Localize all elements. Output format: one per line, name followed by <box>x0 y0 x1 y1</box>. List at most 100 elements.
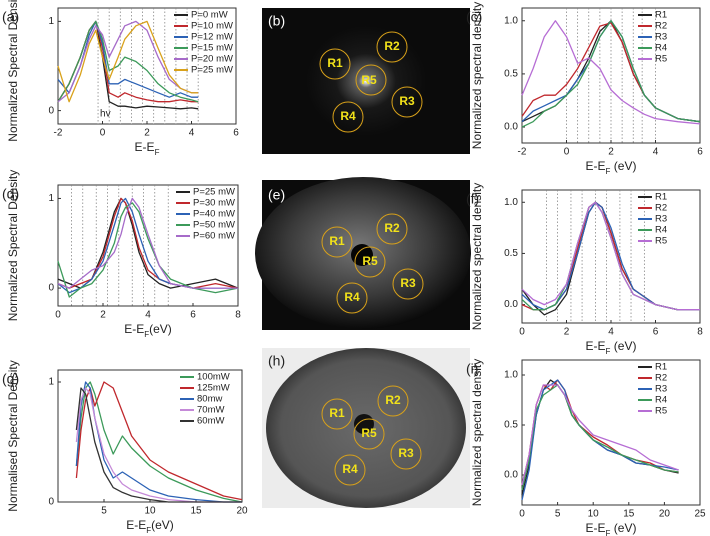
legend-label: 125mW <box>197 383 230 394</box>
x-axis-label-part: (eV) <box>610 159 636 173</box>
panel-label: (c) <box>466 9 482 25</box>
y-tick-label: 1 <box>48 193 54 204</box>
x-tick-label: 0 <box>100 128 106 139</box>
x-axis-label-part: F <box>144 330 149 339</box>
series-line <box>521 201 700 311</box>
series-line <box>521 20 701 128</box>
legend-label: P=12 mW <box>191 32 233 43</box>
x-axis-label: E-EF <box>135 140 160 156</box>
legend-label: P=30 mW <box>193 198 235 209</box>
x-axis-label-part: (eV) <box>149 322 172 336</box>
y-tick-label: 1.0 <box>504 197 518 208</box>
x-tick-label: 0 <box>519 509 525 520</box>
y-tick-label: 0.0 <box>504 122 518 133</box>
x-tick-label: 15 <box>190 506 202 517</box>
x-axis-label-part: (eV) <box>151 518 174 532</box>
x-tick-label: 4 <box>653 147 659 158</box>
x-tick-label: 6 <box>190 310 196 321</box>
x-tick-label: 20 <box>236 506 248 517</box>
series-line <box>521 201 700 316</box>
y-tick-label: 1 <box>48 16 54 27</box>
region-label: R5 <box>362 254 378 268</box>
x-tick-label: 25 <box>694 509 706 520</box>
series-line <box>75 387 242 503</box>
legend-label: R4 <box>655 395 667 406</box>
legend-label: R5 <box>655 236 667 247</box>
legend-label: P=50 mW <box>193 220 235 231</box>
legend-label: P=0 mW <box>191 10 228 21</box>
region-label: R3 <box>398 446 414 460</box>
y-axis-label: Normalized spectral density <box>470 359 484 506</box>
legend-label: R5 <box>655 54 667 65</box>
x-tick-label: 20 <box>659 509 671 520</box>
y-tick-label: 0 <box>48 105 54 116</box>
x-axis-label-part: F <box>146 526 151 535</box>
x-tick-label: 6 <box>697 147 703 158</box>
series-line <box>57 202 239 298</box>
legend-label: R1 <box>655 10 667 21</box>
y-tick-label: 1 <box>48 377 54 388</box>
y-tick-label: 0.5 <box>504 248 518 259</box>
series-line <box>57 20 199 103</box>
x-axis-label: E-EF (eV) <box>586 521 637 536</box>
x-axis-label-part: F <box>606 529 611 536</box>
region-label: R5 <box>361 426 377 440</box>
y-tick-label: 0.0 <box>504 299 518 310</box>
x-axis-label: E-EF (eV) <box>586 339 637 355</box>
legend-label: R4 <box>655 43 667 54</box>
legend-label: R3 <box>655 384 667 395</box>
region-label: R4 <box>342 462 358 476</box>
region-label: R2 <box>385 393 401 407</box>
y-axis-label: Normalized spectral density <box>470 2 484 149</box>
y-tick-label: 0 <box>48 497 54 508</box>
y-tick-label: 1.0 <box>504 370 518 381</box>
x-tick-label: 0 <box>519 327 525 338</box>
x-axis-label-part: E-E <box>586 159 606 173</box>
x-tick-label: 0 <box>564 147 570 158</box>
x-tick-label: 6 <box>653 327 659 338</box>
legend-label: R1 <box>655 362 667 373</box>
legend-label: P=60 mW <box>193 231 235 242</box>
x-axis-label-part: F <box>606 167 611 176</box>
series-line <box>521 384 679 486</box>
annotation: hv <box>100 109 111 120</box>
region-label: R3 <box>399 94 415 108</box>
series-line <box>57 197 238 289</box>
x-tick-label: 4 <box>145 310 151 321</box>
legend-label: P=20 mW <box>191 54 233 65</box>
image-e: (e) R1 R2 R5 R3 R4 <box>255 177 471 330</box>
region-label: R2 <box>384 39 400 53</box>
panel-label: (b) <box>268 13 285 29</box>
y-axis-label: Normalized Spectral Density <box>6 170 20 321</box>
region-label: R1 <box>327 56 343 70</box>
y-tick-label: 0.5 <box>504 420 518 431</box>
legend-label: 70mW <box>197 405 224 416</box>
x-tick-label: 5 <box>101 506 107 517</box>
series-line <box>521 201 700 311</box>
panel-label: (a) <box>2 9 19 25</box>
x-tick-label: 8 <box>235 310 241 321</box>
legend-label: P=25 mW <box>191 65 233 76</box>
x-axis-label: E-EF (eV) <box>586 159 637 175</box>
legend-label: P=25 mW <box>193 187 235 198</box>
y-axis-label: Normalized Spectral Density <box>6 0 20 142</box>
series-line <box>57 20 199 103</box>
series-line <box>57 20 199 103</box>
region-label: R1 <box>329 234 345 248</box>
x-tick-label: 2 <box>144 128 150 139</box>
region-label: R1 <box>329 406 345 420</box>
image-h: (h) R1 R2 R5 R3 R4 <box>262 348 470 508</box>
legend-label: P=15 mW <box>191 43 233 54</box>
region-label: R5 <box>361 73 377 87</box>
region-label: R2 <box>384 221 400 235</box>
series-line <box>521 201 700 311</box>
legend-label: R2 <box>655 373 667 384</box>
y-axis-label: Normalized spectral density <box>470 183 484 330</box>
x-axis-label-part: E-E <box>135 140 155 154</box>
series-line <box>521 384 679 491</box>
legend-label: R1 <box>655 192 667 203</box>
x-tick-label: 0 <box>55 310 61 321</box>
x-tick-label: 15 <box>623 509 635 520</box>
x-tick-label: -2 <box>54 128 63 139</box>
